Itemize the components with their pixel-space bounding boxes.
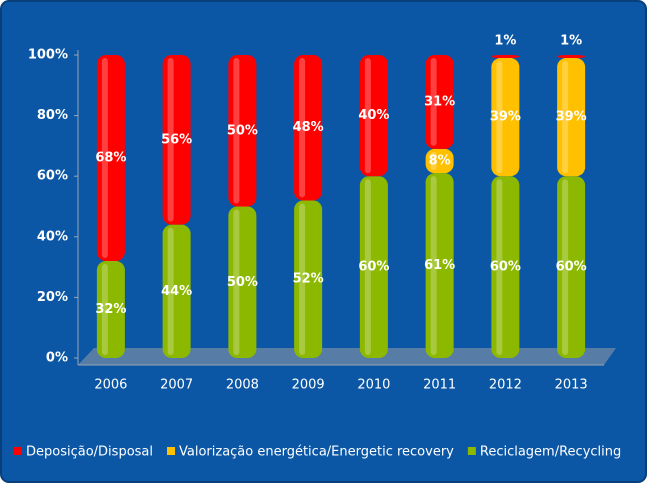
bar-highlight <box>364 179 371 355</box>
data-label: 60% <box>490 260 521 275</box>
bar-highlight <box>167 58 174 222</box>
y-tick-label: 0% <box>46 351 68 366</box>
bar-segment <box>425 148 454 174</box>
bar-segment <box>228 206 257 358</box>
bar-highlight <box>101 264 108 355</box>
bar-highlight <box>233 58 240 204</box>
y-tick-label: 20% <box>37 290 68 305</box>
bar-segment <box>491 55 520 59</box>
bar-segment <box>96 261 125 358</box>
x-tick-label: 2010 <box>357 378 390 393</box>
legend-label: Reciclagem/Recycling <box>480 445 621 460</box>
data-label: 39% <box>556 110 587 125</box>
data-label: 50% <box>227 275 258 290</box>
bar-highlight <box>430 58 437 146</box>
data-label: 48% <box>293 120 324 135</box>
bar-highlight <box>101 58 108 259</box>
bar-segment <box>425 55 454 149</box>
bar-segment <box>96 55 125 262</box>
bar-highlight <box>430 151 437 171</box>
data-label: 68% <box>95 151 126 166</box>
bar-segment <box>162 55 191 225</box>
data-label: 1% <box>494 34 516 49</box>
y-tick-label: 60% <box>37 169 68 184</box>
y-tick-label: 40% <box>37 229 68 244</box>
legend-label: Valorização energética/Energetic recover… <box>179 445 454 460</box>
data-label: 40% <box>358 108 389 123</box>
bar-highlight <box>562 179 569 355</box>
bar-highlight <box>299 203 306 355</box>
data-label: 50% <box>227 123 258 138</box>
data-label: 61% <box>424 258 455 273</box>
x-tick-label: 2012 <box>489 378 522 393</box>
x-tick-label: 2007 <box>160 378 193 393</box>
bar-segment <box>228 55 257 207</box>
legend-marker <box>467 447 476 455</box>
x-tick-label: 2008 <box>226 378 259 393</box>
y-tick-label: 100% <box>28 48 68 63</box>
bar-highlight <box>496 179 503 355</box>
data-label: 60% <box>556 260 587 275</box>
data-label: 44% <box>161 284 192 299</box>
data-label: 56% <box>161 132 192 147</box>
bar-segment <box>491 58 520 177</box>
bar-segment <box>294 200 323 358</box>
bar-highlight <box>430 176 437 355</box>
data-label: 1% <box>560 34 582 49</box>
x-tick-label: 2006 <box>94 378 127 393</box>
bar-highlight <box>233 209 240 355</box>
data-label: 32% <box>95 302 126 317</box>
x-tick-label: 2013 <box>555 378 588 393</box>
bar-segment <box>294 55 323 201</box>
bar-segment <box>557 55 586 59</box>
bar-highlight <box>496 61 503 174</box>
bar-segment <box>425 173 454 358</box>
x-tick-label: 2009 <box>292 378 325 393</box>
bar-segment <box>491 176 520 358</box>
bar-segment <box>359 55 388 177</box>
bar-highlight <box>562 61 569 174</box>
y-tick-label: 80% <box>37 108 68 123</box>
bar-highlight <box>299 58 306 198</box>
data-label: 52% <box>293 272 324 287</box>
data-label: 39% <box>490 110 521 125</box>
bar-highlight <box>167 227 174 355</box>
legend-marker <box>14 447 22 455</box>
bar-segment <box>557 58 586 177</box>
data-label: 60% <box>358 260 389 275</box>
bar-segment <box>162 224 191 358</box>
legend-label: Deposição/Disposal <box>26 445 153 460</box>
data-label: 31% <box>424 94 455 109</box>
bar-highlight <box>364 58 371 174</box>
bar-segment <box>557 176 586 358</box>
legend-marker <box>167 447 175 455</box>
bar-segment <box>359 176 388 358</box>
floor <box>78 348 616 365</box>
data-label: 8% <box>429 154 451 169</box>
x-tick-label: 2011 <box>423 378 456 393</box>
